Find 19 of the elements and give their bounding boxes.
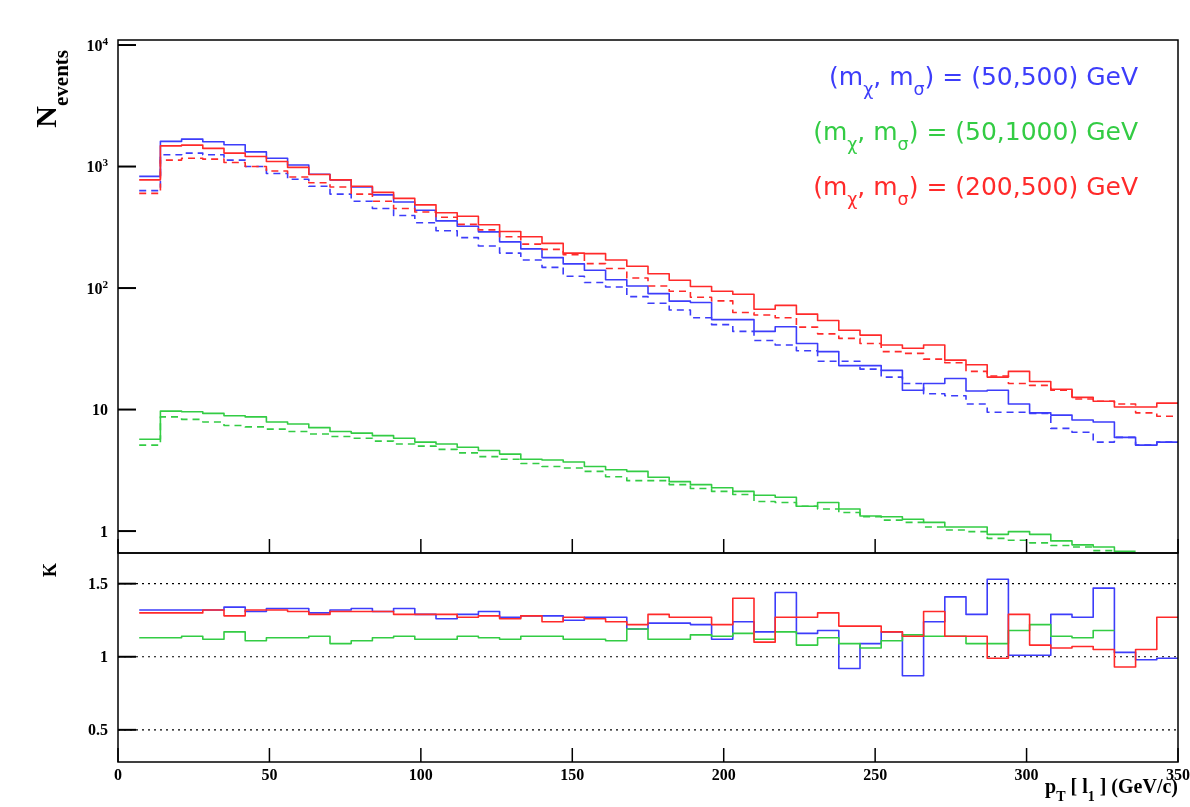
y-tick-label: 1 [100,522,108,540]
text: (m$_{χ}$, m$_{σ}$) = (50,1000) GeV [813,117,1138,154]
y-tick-label: 10$^{4}$ [86,34,109,54]
x-tick-label: 100 [408,766,433,783]
y-tick-label: 1.5 [88,575,108,593]
text: (m$_{χ}$, m$_{σ}$) = (50,500) GeV [829,62,1138,99]
x-tick-label: 300 [1014,766,1039,783]
y-tick-label: 1 [100,648,108,666]
x-tick-label: 250 [863,766,888,783]
x-tick-label: 150 [560,766,585,783]
x-tick-label: 200 [711,766,736,783]
x-tick-label: 50 [261,766,278,783]
y-tick-label: 10$^{3}$ [86,156,109,176]
y-axis-title: K [40,563,60,578]
y-tick-label: 0.5 [88,721,108,739]
x-tick-label: 0 [114,766,122,783]
y-tick-label: 10 [92,401,108,419]
y-tick-label: 10$^{2}$ [86,277,109,297]
text: (m$_{χ}$, m$_{σ}$) = (200,500) GeV [813,172,1138,209]
